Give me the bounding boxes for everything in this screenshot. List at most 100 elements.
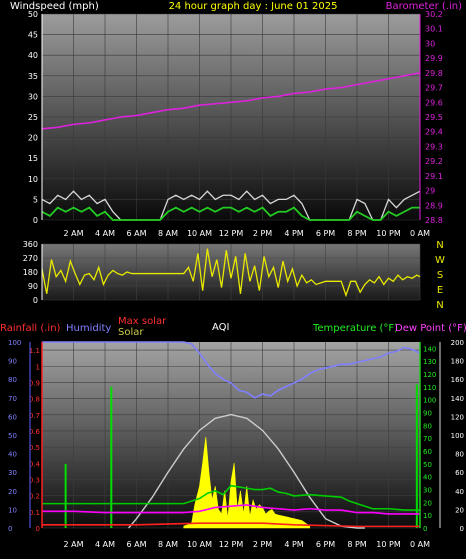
climate-time-tick-label: 4 PM xyxy=(284,540,303,549)
climate-time-tick-label: 12 PM xyxy=(219,540,244,549)
wind-time-tick-label: 2 AM xyxy=(63,229,83,238)
barometer-tick-label: 28.8 xyxy=(425,216,443,225)
solar-tick-label: 60 xyxy=(455,469,464,477)
legend-humidity: Humidity xyxy=(66,323,111,334)
barometer-axis-label: Barometer (.in) xyxy=(386,1,462,12)
windspeed-tick-label: 20 xyxy=(28,134,38,143)
solar-tick-label: 20 xyxy=(455,506,464,514)
barometer-tick-label: 30.2 xyxy=(425,10,443,19)
barometer-tick-label: 29.2 xyxy=(425,157,443,166)
humidity-tick-label: 10 xyxy=(8,506,17,514)
direction-panel-ticks: 0 90 180 270 360 xyxy=(23,240,38,305)
humidity-tick-label: 100 xyxy=(8,339,21,347)
direction-tick-label: 360 xyxy=(23,240,38,249)
solar-tick-label: 160 xyxy=(451,376,464,384)
windspeed-tick-label: 45 xyxy=(28,31,38,40)
direction-tick-label: 270 xyxy=(23,254,38,263)
wind-time-tick-label: 4 AM xyxy=(95,229,115,238)
temperature-tick-label: 0 xyxy=(423,525,427,533)
barometer-tick-label: 29.3 xyxy=(425,142,443,151)
direction-tick-label: 0 xyxy=(33,296,38,305)
humidity-tick-label: 60 xyxy=(8,413,17,421)
windspeed-tick-label: 40 xyxy=(28,51,38,60)
wind-time-tick-label: 10 PM xyxy=(376,229,401,238)
barometer-line xyxy=(41,72,421,130)
wind-time-tick-label: 6 AM xyxy=(126,229,146,238)
temperature-tick-label: 10 xyxy=(423,512,432,520)
solar-tick-label: 80 xyxy=(455,451,464,459)
wind-direction-line xyxy=(41,248,421,298)
climate-time-tick-label: 4 AM xyxy=(95,540,115,549)
windspeed-tick-label: 5 xyxy=(33,195,38,204)
barometer-tick-label: 29.5 xyxy=(425,113,443,122)
climate-panel-ticks: 0 0.1 0.2 0.3 0.4 0.5 0.6 0.7 0.8 0.9 1 1.1 0 10 20 30 4… xyxy=(8,339,464,549)
windspeed-tick-label: 50 xyxy=(28,10,38,19)
temperature-tick-label: 70 xyxy=(423,435,432,443)
solar-tick-label: 140 xyxy=(451,395,464,403)
solar-tick-label: 0 xyxy=(460,525,464,533)
legend-aqi: AQI xyxy=(212,322,230,333)
solar-area xyxy=(183,436,311,529)
humidity-tick-label: 20 xyxy=(8,488,17,496)
climate-time-tick-label: 8 PM xyxy=(347,540,366,549)
legend-solar: Solar xyxy=(118,327,144,338)
temperature-tick-label: 140 xyxy=(423,345,436,353)
barometer-tick-label: 29.7 xyxy=(425,84,443,93)
legend-temperature: Temperature (°F) xyxy=(312,323,398,334)
wind-time-tick-label: 12 PM xyxy=(219,229,244,238)
barometer-tick-label: 29.9 xyxy=(425,54,443,63)
legend-dew-point: Dew Point (°F) xyxy=(395,323,466,334)
wind-time-tick-label: 6 PM xyxy=(316,229,335,238)
wind-speed-line xyxy=(41,206,420,221)
climate-time-tick-label: 2 AM xyxy=(63,540,83,549)
wind-time-tick-label: 8 PM xyxy=(347,229,366,238)
max-solar-line xyxy=(128,413,365,529)
compass-label-4: E xyxy=(437,285,443,296)
climate-time-tick-label: 10 PM xyxy=(376,540,401,549)
direction-panel-grid xyxy=(42,243,421,301)
temperature-tick-label: 120 xyxy=(423,371,436,379)
climate-time-tick-label: 6 AM xyxy=(126,540,146,549)
temperature-tick-label: 90 xyxy=(423,410,432,418)
temperature-tick-label: 60 xyxy=(423,448,432,456)
solar-tick-label: 100 xyxy=(451,432,464,440)
windspeed-tick-label: 10 xyxy=(28,175,38,184)
rainfall-tick-label: 0.6 xyxy=(29,428,41,436)
direction-tick-label: 180 xyxy=(23,268,38,277)
climate-panel-series xyxy=(42,341,421,529)
climate-time-tick-label: 8 AM xyxy=(158,540,178,549)
rainfall-tick-label: 0.1 xyxy=(29,509,40,517)
barometer-tick-label: 29.6 xyxy=(425,98,443,107)
wind-panel-grid xyxy=(42,13,421,221)
barometer-tick-label: 28.9 xyxy=(425,201,443,210)
compass-label-2: W xyxy=(435,255,445,266)
rainfall-tick-label: 0.3 xyxy=(29,476,40,484)
climate-time-tick-label: 10 AM xyxy=(187,540,212,549)
humidity-tick-label: 50 xyxy=(8,432,17,440)
barometer-tick-label: 30.1 xyxy=(425,25,443,34)
rainfall-tick-label: 0.9 xyxy=(29,379,40,387)
temperature-tick-label: 20 xyxy=(423,499,432,507)
wind-panel-series xyxy=(41,72,421,221)
temperature-tick-label: 110 xyxy=(423,384,436,392)
windspeed-tick-label: 0 xyxy=(33,216,38,225)
chart-title: 24 hour graph day : June 01 2025 xyxy=(169,1,338,12)
windspeed-tick-label: 35 xyxy=(28,72,38,81)
temperature-tick-label: 100 xyxy=(423,397,436,405)
humidity-tick-label: 0 xyxy=(8,525,12,533)
temperature-tick-label: 30 xyxy=(423,487,432,495)
humidity-tick-label: 70 xyxy=(8,395,17,403)
rainfall-tick-label: 0.8 xyxy=(29,396,40,404)
windspeed-tick-label: 15 xyxy=(28,154,38,163)
rainfall-line xyxy=(42,522,420,528)
climate-time-tick-label: 6 PM xyxy=(316,540,335,549)
compass-label-1: N xyxy=(436,240,443,251)
legend-max-solar: Max solar xyxy=(118,316,167,327)
wind-gust-line xyxy=(41,190,421,221)
direction-tick-label: 90 xyxy=(28,282,38,291)
solar-tick-label: 200 xyxy=(451,339,464,347)
temperature-line xyxy=(42,484,420,511)
wind-panel-ticks: 0 5 10 15 20 25 30 35 40 45 50 28.8 28.9 29 29.1 29.2 29… xyxy=(28,10,443,238)
dew-point-line xyxy=(42,504,420,515)
